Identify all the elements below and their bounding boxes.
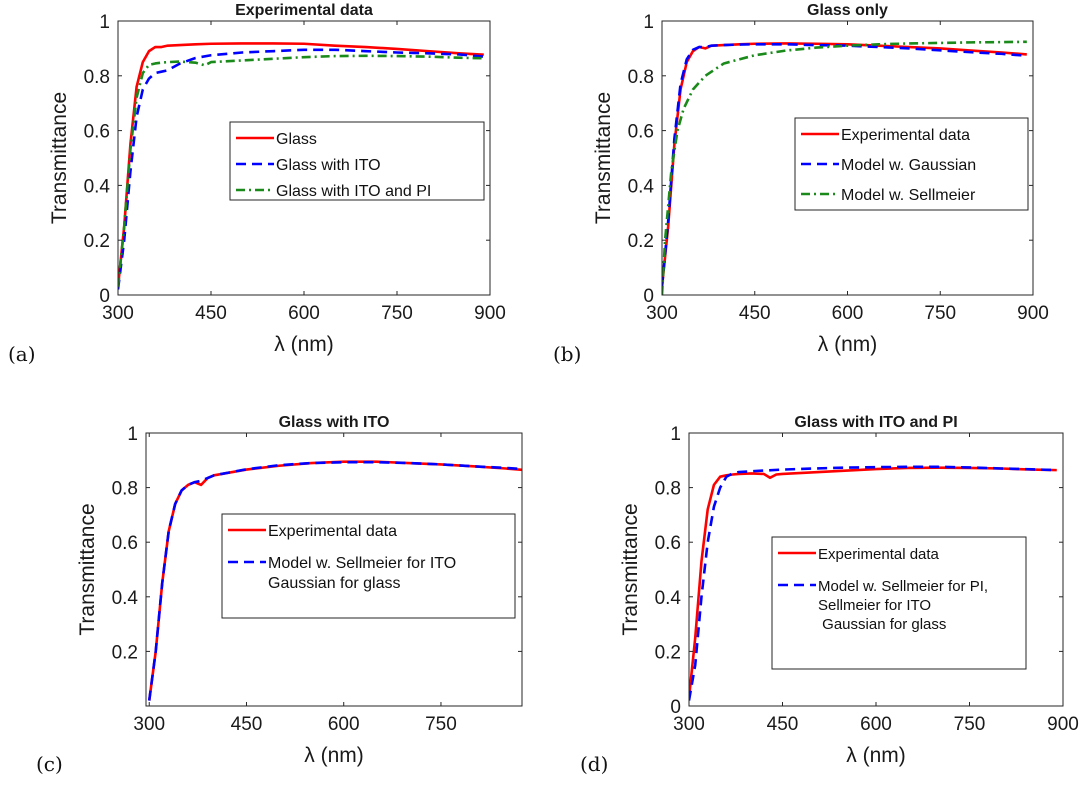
x-axis-label: λ (nm) (846, 744, 906, 767)
y-tick-label: 0.6 (112, 533, 138, 554)
y-axis-label: Transmittance (592, 92, 615, 224)
x-tick-label: 750 (924, 303, 956, 324)
series-line (147, 460, 522, 701)
panel-label: (a) (8, 342, 36, 366)
chart-title: Glass with ITO (279, 414, 390, 431)
x-tick-label: 600 (328, 714, 360, 735)
y-tick-label: 0.2 (628, 231, 654, 252)
x-tick-label: 450 (231, 714, 263, 735)
series-line (662, 42, 1027, 287)
legend-entry: Experimental data (818, 546, 940, 563)
panel-label: (b) (553, 342, 581, 366)
y-tick-label: 0.4 (628, 176, 655, 197)
legend-box (229, 121, 485, 201)
y-tick-label: 0.8 (655, 479, 681, 500)
y-tick-label: 1 (127, 424, 138, 445)
y-axis-label: Transmittance (619, 503, 642, 635)
series-line (689, 465, 1057, 701)
x-tick-label: 750 (425, 714, 457, 735)
series-line (118, 54, 484, 287)
x-tick-label: 450 (767, 714, 799, 735)
legend-entry: Model w. Sellmeier for ITO Gaussian for g… (268, 555, 456, 592)
y-tick-label: 0 (99, 286, 110, 307)
y-tick-label: 0.2 (84, 231, 110, 252)
x-tick-label: 450 (739, 303, 771, 324)
legend-entry: Glass with ITO (276, 157, 381, 174)
y-tick-label: 0.6 (84, 122, 110, 143)
y-tick-label: 1 (99, 12, 110, 33)
x-tick-label: 300 (102, 303, 134, 324)
x-tick-label: 900 (474, 303, 506, 324)
x-tick-label: 600 (288, 303, 320, 324)
y-axis-label: Transmittance (48, 92, 71, 224)
y-tick-label: 0 (670, 697, 681, 718)
axes-frame (145, 432, 523, 707)
chart-panel: Glass with ITO and PI 300 450 600 750 900 0 0.2… (580, 414, 1079, 776)
x-tick-label: 750 (954, 714, 986, 735)
chart-title: Glass only (807, 2, 888, 19)
x-tick-label: 600 (832, 303, 864, 324)
x-tick-label: 300 (133, 714, 165, 735)
x-tick-label: 750 (381, 303, 413, 324)
y-tick-label: 0.6 (655, 533, 681, 554)
y-tick-label: 1 (643, 12, 654, 33)
series-line (662, 40, 1027, 295)
x-tick-label: 900 (1017, 303, 1049, 324)
legend-entry: Glass (276, 131, 317, 148)
chart-panel: Glass with ITO 300 450 600 750 0.2 0.4 0.6 0.8 1 λ… (36, 414, 523, 776)
legend-entry: Model w. Sellmeier (841, 187, 976, 204)
y-tick-label: 0.2 (655, 642, 681, 663)
y-tick-label: 0.6 (628, 122, 654, 143)
x-tick-label: 600 (860, 714, 892, 735)
legend: Glass Glass with ITO Glass with ITO and PI (229, 121, 485, 201)
x-tick-label: 300 (646, 303, 678, 324)
y-tick-label: 0.4 (655, 588, 682, 609)
y-tick-label: 0.4 (84, 176, 111, 197)
y-tick-label: 0.8 (84, 67, 110, 88)
series-line (118, 42, 484, 287)
x-axis-label: λ (nm) (304, 744, 364, 767)
legend: Experimental data Model w. Sellmeier for … (771, 536, 1027, 670)
legend-entry: Model w. Gaussian (841, 157, 976, 174)
x-tick-label: 450 (195, 303, 227, 324)
panel-label: (d) (580, 752, 608, 776)
x-axis-label: λ (nm) (274, 333, 334, 356)
legend-entry: Glass with ITO and PI (276, 183, 431, 200)
chart-title: Experimental data (235, 2, 373, 19)
y-tick-label: 0.8 (112, 479, 138, 500)
panel-label: (c) (36, 752, 63, 776)
y-axis-label: Transmittance (76, 503, 99, 635)
series-line (662, 42, 1027, 287)
x-tick-label: 300 (673, 714, 705, 735)
y-tick-label: 0.4 (112, 588, 139, 609)
y-tick-label: 0 (643, 286, 654, 307)
chart-title: Glass with ITO and PI (794, 414, 957, 431)
y-tick-label: 1 (670, 424, 681, 445)
y-tick-label: 0.8 (628, 67, 654, 88)
x-axis-label: λ (nm) (818, 333, 878, 356)
legend-entry: Experimental data (268, 523, 397, 540)
legend-box (221, 513, 516, 619)
legend-entry: Experimental data (841, 127, 970, 144)
chart-panel: Experimental data 300 450 600 750 900 0 0.2 0.4 0… (8, 2, 506, 366)
x-tick-label: 900 (1047, 714, 1079, 735)
legend-entry: Model w. Sellmeier for PI, Sellmeier for … (818, 578, 988, 633)
chart-panel: Glass only 300 450 600 750 900 0 0.2 0.4 0.6 0.8 1 λ… (553, 2, 1049, 366)
legend: Experimental data Model w. Gaussian Model … (794, 117, 1029, 211)
y-tick-label: 0.2 (112, 642, 138, 663)
legend-box (771, 536, 1027, 670)
legend: Experimental data Model w. Sellmeier for … (221, 513, 516, 619)
series-line (118, 48, 484, 290)
